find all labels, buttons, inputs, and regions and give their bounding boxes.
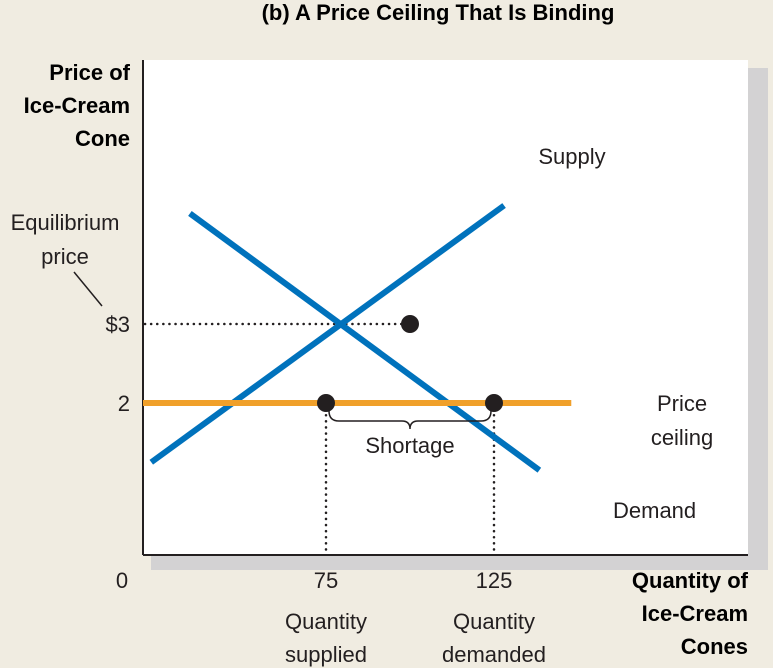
- y-axis-title-line: Ice-Cream: [24, 93, 130, 118]
- y-axis-title-line: Price of: [49, 60, 130, 85]
- quantity-supplied-point-point: [317, 394, 335, 412]
- x-tick-caption-line: Quantity: [453, 609, 535, 634]
- equilibrium-point: [401, 315, 419, 333]
- y-axis-title-line: Cone: [75, 126, 130, 151]
- x-tick-caption-line: Quantity: [285, 609, 367, 634]
- x-axis-title-line: Cones: [681, 634, 748, 659]
- x-tick-label: 125: [476, 568, 513, 593]
- quantity-demanded-point-point: [485, 394, 503, 412]
- demand-label: Demand: [613, 498, 696, 523]
- x-tick-caption-line: supplied: [285, 642, 367, 667]
- demand-line: [188, 210, 542, 473]
- y-tick-label: $3: [106, 312, 130, 337]
- y-axis-title: Price of Ice-Cream Cone: [24, 60, 131, 151]
- x-tick-caption-line: demanded: [442, 642, 546, 667]
- price-ceiling-label-line: ceiling: [651, 425, 713, 450]
- y-tick-caption-line: Equilibrium: [11, 210, 120, 235]
- x-axis-title: Quantity of Ice-Cream Cones: [632, 568, 749, 659]
- y-tick-caption-line: price: [41, 244, 89, 269]
- plot-area: [143, 60, 748, 555]
- caption-pointer: [73, 271, 103, 307]
- shortage-brace: [328, 410, 492, 430]
- x-axis-title-line: Quantity of: [632, 568, 749, 593]
- y-tick-label: 2: [118, 391, 130, 416]
- supply-label: Supply: [538, 144, 605, 169]
- price-ceiling-label-line: Price: [657, 391, 707, 416]
- shortage-label: Shortage: [365, 433, 454, 458]
- chart-title: (b) A Price Ceiling That Is Binding: [262, 0, 615, 25]
- x-axis-title-line: Ice-Cream: [642, 601, 748, 626]
- origin-label: 0: [116, 568, 128, 593]
- x-tick-label: 75: [314, 568, 338, 593]
- supply-line: [149, 203, 506, 465]
